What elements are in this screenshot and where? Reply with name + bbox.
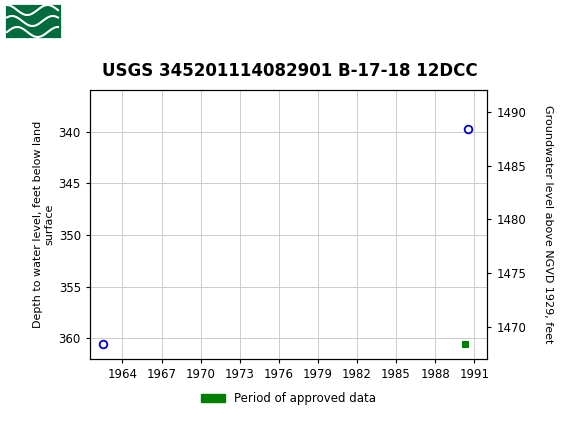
Y-axis label: Groundwater level above NGVD 1929, feet: Groundwater level above NGVD 1929, feet xyxy=(543,105,553,344)
FancyBboxPatch shape xyxy=(4,3,62,39)
Text: USGS: USGS xyxy=(68,11,132,31)
Text: USGS 345201114082901 B-17-18 12DCC: USGS 345201114082901 B-17-18 12DCC xyxy=(102,62,478,80)
Legend: Period of approved data: Period of approved data xyxy=(196,387,381,410)
Y-axis label: Depth to water level, feet below land
surface: Depth to water level, feet below land su… xyxy=(33,121,55,328)
